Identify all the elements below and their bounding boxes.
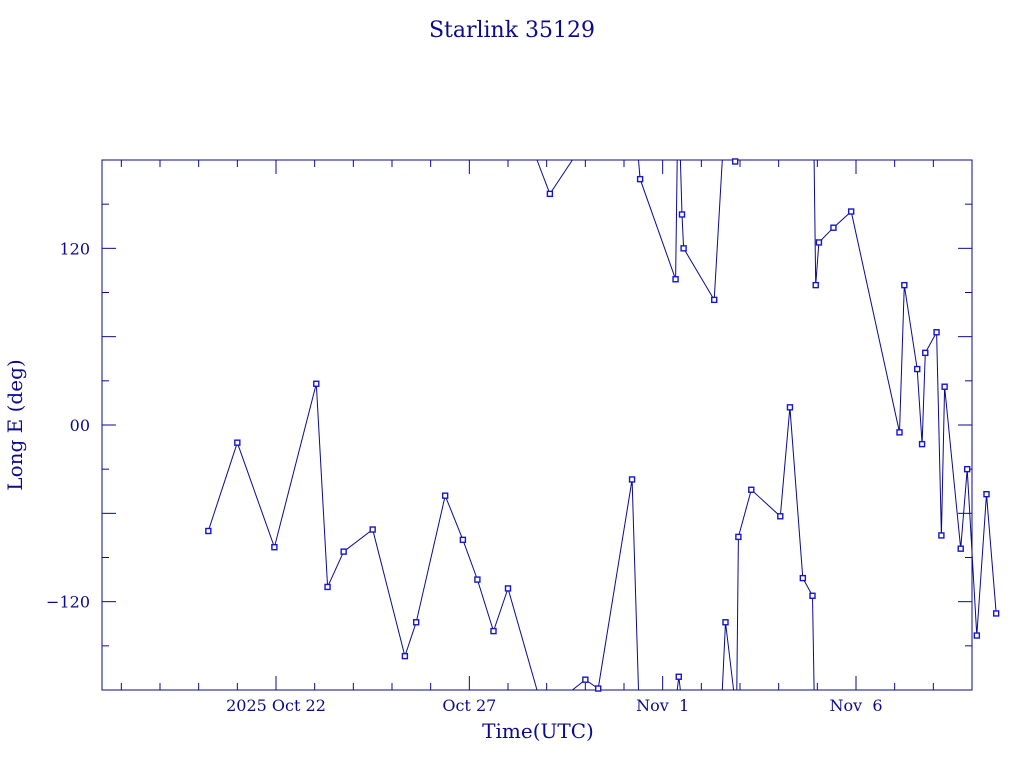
y-tick-label: −120 [46, 593, 90, 612]
data-point [973, 632, 981, 639]
data-point [412, 619, 420, 626]
x-tick-label: 2025 Oct 22 [226, 696, 326, 715]
data-point [711, 296, 718, 304]
data-point [672, 276, 679, 283]
data-point [678, 211, 686, 218]
data-point [680, 245, 687, 252]
data-point [748, 486, 755, 493]
series-line-6 [679, 159, 723, 302]
data-point [490, 627, 497, 635]
data-point [722, 619, 729, 626]
series-line-3 [572, 479, 639, 691]
series-line-2 [536, 159, 573, 195]
series-line-1 [207, 383, 538, 691]
data-point [234, 439, 241, 446]
x-axis-label: Time(UTC) [482, 719, 594, 743]
data-point [459, 536, 467, 544]
data-point [595, 685, 602, 692]
plot-frame [101, 159, 973, 691]
y-tick-label: 00 [70, 416, 90, 435]
series-line-10 [813, 159, 997, 636]
x-tick-label: Oct 27 [442, 696, 496, 715]
tick-labels: −120 00 120 2025 Oct 22 Oct 27 Nov 1 Nov 6 [46, 239, 882, 715]
data-point [675, 673, 682, 680]
data-point [938, 532, 945, 539]
data-point [401, 652, 409, 660]
data-point [324, 583, 331, 591]
data-point [340, 548, 347, 555]
series-line-7 [721, 622, 735, 691]
y-tick-label: 120 [59, 239, 90, 258]
data-point [205, 527, 212, 535]
data-point [914, 365, 921, 373]
data-point [271, 543, 278, 551]
data-point [830, 224, 837, 231]
series-line-4 [638, 159, 678, 280]
data-point [963, 465, 971, 473]
data-point [992, 610, 1000, 617]
data-point [582, 676, 589, 683]
data-point [922, 349, 929, 357]
data-point [474, 576, 481, 583]
data-point [313, 380, 320, 387]
x-tick-label: Nov 6 [829, 696, 882, 715]
data-point [546, 190, 554, 198]
y-axis-label: Long E (deg) [3, 359, 27, 490]
data-point [777, 513, 784, 520]
series-line-9 [736, 407, 815, 691]
data-point [809, 592, 816, 599]
data-point [731, 158, 739, 165]
data-point [441, 492, 449, 499]
plot-area [205, 158, 1000, 692]
chart-title: Starlink 35129 [429, 18, 595, 43]
data-point [369, 526, 376, 533]
data-point [983, 490, 990, 498]
data-point [812, 281, 819, 289]
data-point [901, 281, 908, 289]
data-point [957, 545, 964, 552]
data-point [636, 175, 644, 183]
data-point [786, 404, 794, 411]
data-point [918, 440, 926, 448]
data-point [815, 239, 823, 246]
data-point [628, 476, 636, 483]
axis-ticks [102, 160, 972, 690]
data-point [896, 429, 903, 436]
data-point [941, 383, 948, 390]
data-point [933, 329, 940, 336]
x-tick-label: Nov 1 [636, 696, 689, 715]
data-point [735, 533, 742, 541]
data-point [847, 208, 855, 215]
data-point [799, 574, 807, 582]
data-point [504, 585, 512, 592]
